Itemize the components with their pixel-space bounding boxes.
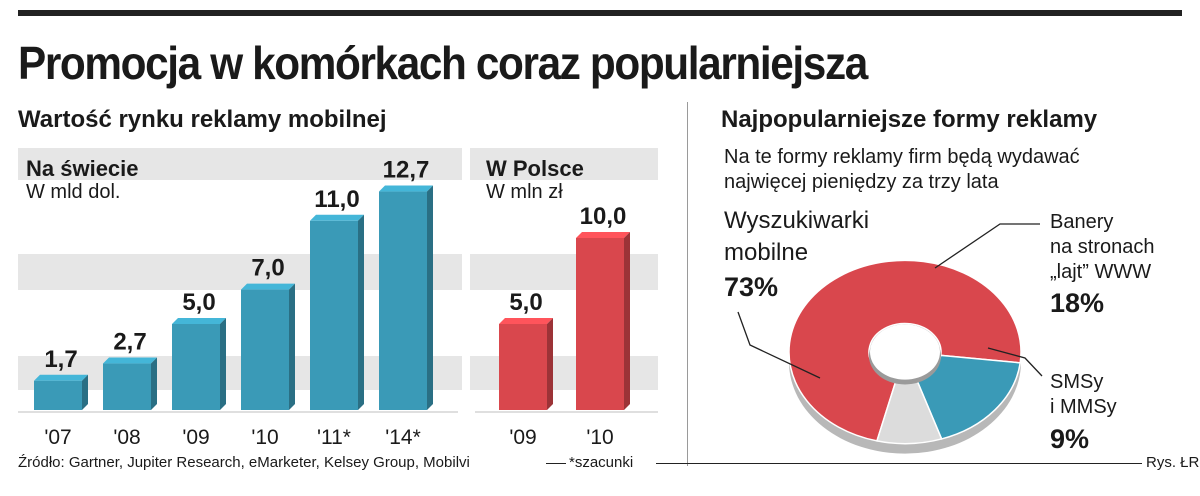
- donut-hole: [870, 324, 940, 380]
- leader-line-0: [737, 311, 821, 379]
- slice-label-2-line-0: SMSy: [1050, 371, 1103, 393]
- slice-value-1: 18%: [1050, 288, 1104, 318]
- bar-side-0-0: [82, 374, 88, 410]
- right-note-line-1: Na te formy reklamy firm będą wydawać: [724, 146, 1080, 168]
- slice-label-0-line-0: Wyszukiwarki: [724, 207, 869, 234]
- panel-unit-1: W mln zł: [486, 181, 563, 203]
- bar-side-1-1: [624, 232, 630, 410]
- bar-top-0-4: [310, 214, 364, 221]
- footer-rule-short: [546, 463, 566, 464]
- tick-label-0-1: '08: [113, 426, 140, 449]
- bar-0-0: [34, 380, 82, 410]
- tick-label-0-5: '14*: [385, 426, 421, 449]
- footer-source: Źródło: Gartner, Jupiter Research, eMark…: [18, 454, 470, 471]
- right-heading: Najpopularniejsze formy reklamy: [721, 106, 1098, 133]
- footer: Źródło: Gartner, Jupiter Research, eMark…: [18, 454, 1199, 476]
- bar-top-1-0: [499, 318, 553, 324]
- bar-value-label-1-1: 10,0: [580, 203, 627, 230]
- left-heading: Wartość rynku reklamy mobilnej: [18, 106, 387, 133]
- page-title: Promocja w komórkach coraz popularniejsz…: [18, 37, 868, 89]
- bg-band-0: [18, 148, 658, 180]
- tick-label-0-3: '10: [251, 426, 278, 449]
- panel-gap: [462, 148, 470, 438]
- panel-unit-0: W mld dol.: [26, 181, 120, 203]
- bar-value-label-0-1: 2,7: [113, 329, 146, 356]
- slice-value-0: 73%: [724, 272, 778, 302]
- bar-value-label-0-4: 11,0: [314, 186, 359, 213]
- bar-side-0-2: [220, 318, 226, 410]
- footer-note: *szacunki: [569, 454, 634, 471]
- bar-side-0-1: [151, 357, 157, 410]
- bar-value-label-0-2: 5,0: [182, 289, 215, 316]
- slice-label-1-line-2: „lajt” WWW: [1050, 261, 1151, 283]
- bar-0-4: [310, 220, 358, 410]
- right-note-line-2: najwięcej pieniędzy za trzy lata: [724, 171, 999, 193]
- bar-top-0-0: [34, 374, 88, 381]
- panel-title-0: Na świecie: [26, 156, 139, 181]
- tick-label-0-4: '11*: [317, 426, 351, 449]
- bar-side-0-3: [289, 283, 295, 410]
- bar-value-label-0-5: 12,7: [383, 157, 430, 184]
- slice-value-2: 9%: [1050, 424, 1089, 454]
- bar-0-3: [241, 289, 289, 410]
- slice-label-1-line-0: Banery: [1050, 211, 1113, 233]
- bar-side-0-5: [427, 185, 433, 410]
- bar-top-0-2: [172, 318, 226, 324]
- bar-0-1: [103, 363, 151, 410]
- bar-top-0-1: [103, 357, 157, 364]
- bar-top-0-3: [241, 283, 295, 290]
- footer-credit: Rys. ŁR: [1146, 454, 1200, 471]
- column-divider: [687, 102, 688, 466]
- bar-0-2: [172, 324, 220, 410]
- slice-label-2-line-1: i MMSy: [1050, 396, 1117, 418]
- bar-side-1-0: [547, 318, 553, 410]
- panel-title-1: W Polsce: [486, 156, 584, 181]
- bar-value-label-0-0: 1,7: [44, 346, 77, 373]
- bar-top-0-5: [379, 185, 433, 192]
- top-rule: [18, 10, 1182, 16]
- bar-value-label-1-0: 5,0: [509, 289, 542, 316]
- bar-top-1-1: [576, 232, 630, 238]
- tick-label-1-0: '09: [509, 426, 536, 449]
- tick-label-1-1: '10: [586, 426, 613, 449]
- bar-1-0: [499, 324, 547, 410]
- bar-side-0-4: [358, 214, 364, 410]
- leader-line-1: [934, 223, 1040, 269]
- bar-1-1: [576, 238, 624, 410]
- leader-line-2: [987, 347, 1043, 377]
- bar-0-5: [379, 191, 427, 410]
- slice-label-0-line-1: mobilne: [724, 239, 808, 266]
- bar-value-label-0-3: 7,0: [251, 255, 284, 282]
- tick-label-0-0: '07: [44, 426, 71, 449]
- footer-rule-long: [656, 463, 1142, 464]
- tick-label-0-2: '09: [182, 426, 209, 449]
- slice-label-1-line-1: na stronach: [1050, 236, 1155, 258]
